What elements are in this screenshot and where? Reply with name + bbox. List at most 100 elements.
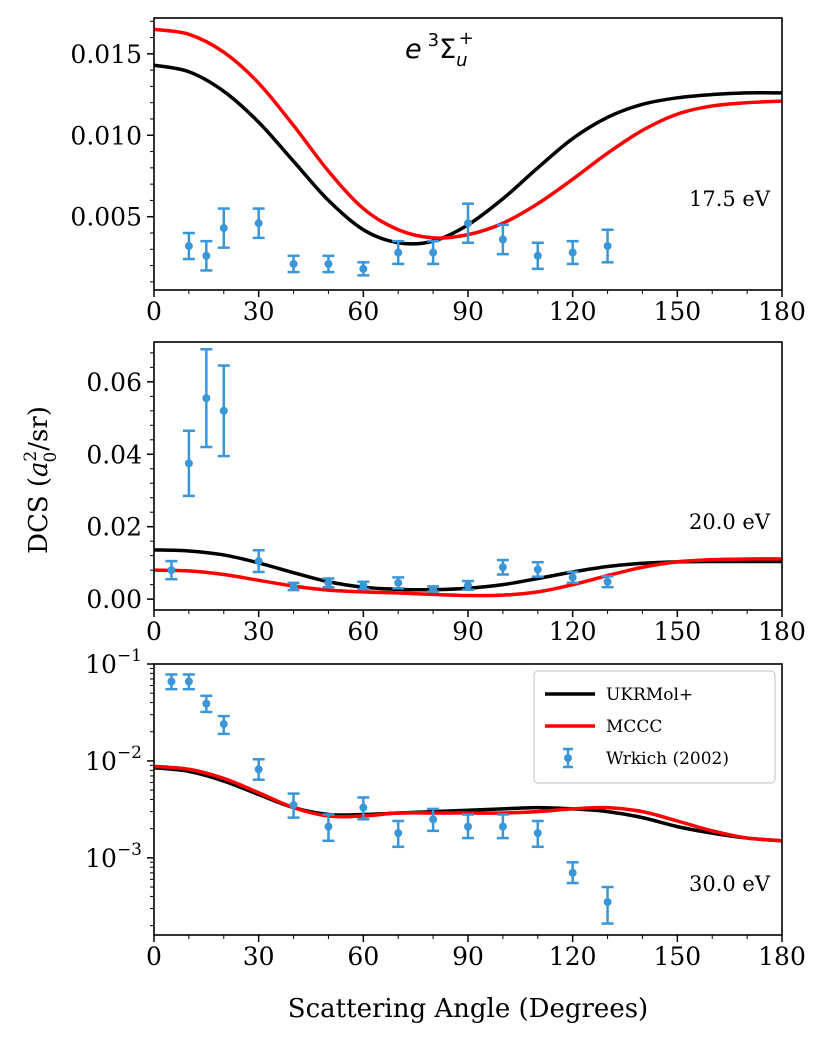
x-tick-label: 180 xyxy=(758,297,806,326)
y-tick-label: 0.06 xyxy=(86,368,142,397)
data-point xyxy=(322,813,335,843)
data-point xyxy=(357,580,370,591)
y-tick-label: 0.005 xyxy=(70,203,142,232)
x-tick-label: 0 xyxy=(146,297,162,326)
data-point xyxy=(531,241,544,271)
legend-frame xyxy=(533,670,776,784)
data-point xyxy=(392,576,405,590)
x-tick-label: 150 xyxy=(653,617,701,646)
data-point xyxy=(200,694,213,714)
y-tick-label: 0.015 xyxy=(70,40,142,69)
plot-area xyxy=(154,673,782,925)
chart-title: e 3Σu+ xyxy=(405,28,474,71)
marker xyxy=(289,801,298,810)
x-tick-label: 90 xyxy=(452,617,484,646)
legend: UKRMol+ MCCC Wrkich (2002) xyxy=(533,670,776,784)
marker xyxy=(498,235,507,244)
marker xyxy=(394,829,403,838)
marker xyxy=(533,251,542,260)
marker xyxy=(603,898,612,907)
data-point xyxy=(601,575,614,589)
axes-frame xyxy=(153,663,783,936)
x-tick-label: 180 xyxy=(758,942,806,971)
data-point xyxy=(200,347,213,449)
series-mccc-line xyxy=(154,557,782,598)
marker xyxy=(184,459,193,468)
x-tick-label: 180 xyxy=(758,617,806,646)
marker xyxy=(202,251,211,260)
data-point xyxy=(182,231,195,261)
data-point xyxy=(496,558,509,576)
y-tick-label: 10−1 xyxy=(85,646,142,679)
marker xyxy=(254,765,263,774)
marker xyxy=(359,581,368,590)
y-axis-label: DCS (a02/sr) xyxy=(21,406,61,554)
data-point xyxy=(462,813,474,840)
data-point xyxy=(357,796,370,821)
marker xyxy=(219,406,228,415)
data-point xyxy=(392,819,405,849)
marker xyxy=(429,584,438,593)
marker xyxy=(464,822,472,831)
data-point xyxy=(252,758,265,781)
marker xyxy=(202,394,211,403)
marker xyxy=(324,259,333,268)
marker xyxy=(394,248,403,257)
marker xyxy=(359,264,368,273)
panel-20-0-ev: 0 30 60 90 120 150 180 0.00 0.02 0.04 0.06 20.0 eV xyxy=(86,341,806,646)
marker xyxy=(167,677,176,686)
marker xyxy=(603,242,612,251)
plot-area xyxy=(154,27,782,277)
marker xyxy=(533,829,542,838)
marker xyxy=(464,219,472,228)
data-point xyxy=(427,239,440,266)
legend-mccc-label: MCCC xyxy=(606,717,662,737)
series-mccc-line xyxy=(154,764,782,843)
data-point xyxy=(601,228,614,264)
axes-frame xyxy=(153,341,783,611)
data-point xyxy=(252,548,265,574)
data-point xyxy=(322,577,335,589)
data-point xyxy=(392,239,405,266)
marker xyxy=(254,219,263,228)
x-tick-label: 150 xyxy=(653,942,701,971)
data-point xyxy=(252,207,265,240)
legend-wrkich-swatch xyxy=(563,747,573,769)
marker xyxy=(184,677,193,686)
marker xyxy=(167,566,176,575)
marker xyxy=(324,822,333,831)
x-tick-label: 60 xyxy=(347,297,379,326)
y-tick-label: 0.02 xyxy=(86,513,142,542)
y-tick-label: 0.04 xyxy=(86,440,142,469)
energy-label: 30.0 eV xyxy=(689,872,771,896)
data-point xyxy=(182,673,195,691)
data-point xyxy=(322,254,335,274)
x-tick-label: 90 xyxy=(452,297,484,326)
y-tick-label: 10−2 xyxy=(85,743,142,776)
panel-17-5-ev: 0 30 60 90 120 150 180 0.005 0.010 0.015 17.5 eV xyxy=(70,17,806,326)
marker xyxy=(184,242,193,251)
energy-label: 17.5 eV xyxy=(689,187,771,211)
data-point xyxy=(287,581,300,592)
data-point xyxy=(496,813,509,840)
x-tick-label: 150 xyxy=(653,297,701,326)
x-tick-label: 120 xyxy=(549,617,597,646)
x-tick-label: 30 xyxy=(243,942,275,971)
marker xyxy=(289,259,298,268)
marker xyxy=(568,573,577,582)
data-point xyxy=(427,584,440,593)
marker xyxy=(254,557,263,566)
axes-frame xyxy=(153,17,783,291)
x-tick-label: 0 xyxy=(146,942,162,971)
data-point xyxy=(165,559,178,581)
marker xyxy=(289,582,298,591)
data-point xyxy=(287,792,300,819)
y-tick-label: 0.00 xyxy=(86,585,142,614)
data-point xyxy=(531,560,544,578)
x-tick-label: 60 xyxy=(347,942,379,971)
data-point xyxy=(566,239,579,266)
y-tick-label: 0.010 xyxy=(70,121,142,150)
marker xyxy=(498,822,507,831)
legend-wrkich-label: Wrkich (2002) xyxy=(606,749,729,769)
marker xyxy=(394,578,403,587)
